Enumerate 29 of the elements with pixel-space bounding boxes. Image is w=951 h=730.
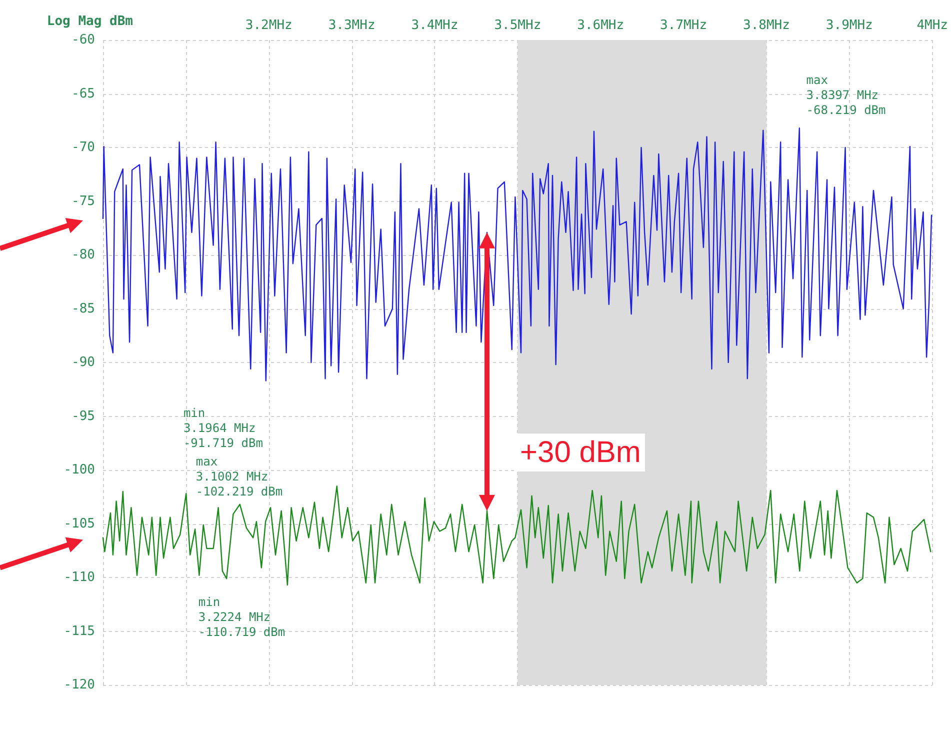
line-series <box>102 128 932 382</box>
x-tick-label: 3.4MHz <box>411 18 458 33</box>
x-tick-label: 3.6MHz <box>577 18 624 33</box>
y-axis-title: Log Mag dBm <box>46 14 134 29</box>
line-series <box>102 486 932 586</box>
y-tick-label: -110 <box>64 570 95 585</box>
y-tick-label: -100 <box>64 462 95 478</box>
x-tick-label: 3.5MHz <box>494 18 542 33</box>
y-tick-label: -95 <box>72 408 95 424</box>
annotation: max 3.8397 MHz -68.219 dBm <box>806 72 886 117</box>
y-tick-label: -60 <box>72 32 95 48</box>
y-tick-label: -80 <box>72 248 95 262</box>
y-tick-label: -105 <box>64 516 95 532</box>
x-tick-label: 3.3MHz <box>328 18 376 33</box>
x-tick-label: 3.8MHz <box>742 18 790 33</box>
annotation: max 3.1002 MHz -102.219 dBm <box>196 454 283 498</box>
x-tick-label: 3.2MHz <box>245 18 292 33</box>
y-tick-label: -65 <box>72 86 95 102</box>
x-tick-label: 4MHz <box>916 18 948 33</box>
annotation: +30 dBm <box>520 436 641 469</box>
x-tick-label: 3.7MHz <box>660 18 708 33</box>
y-tick-label: -85 <box>72 301 95 316</box>
y-tick-label: -90 <box>72 355 95 370</box>
y-tick-label: -70 <box>72 140 95 155</box>
y-tick-label: -120 <box>64 678 95 692</box>
annotation: min 3.2224 MHz -110.719 dBm <box>198 595 286 640</box>
y-tick-label: -75 <box>72 194 95 209</box>
x-tick-label: 3.9MHz <box>826 18 873 33</box>
y-tick-label: -115 <box>64 624 95 639</box>
